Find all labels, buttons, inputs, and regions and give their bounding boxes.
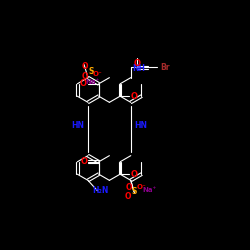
Text: O: O bbox=[80, 79, 87, 88]
Text: Br: Br bbox=[160, 63, 170, 72]
Text: H₂N: H₂N bbox=[92, 186, 109, 194]
Text: HN: HN bbox=[134, 122, 147, 130]
Text: O: O bbox=[81, 157, 88, 166]
Text: O: O bbox=[124, 192, 131, 201]
Text: Na⁺: Na⁺ bbox=[85, 79, 99, 85]
Text: O: O bbox=[134, 59, 141, 68]
Text: O: O bbox=[126, 183, 132, 192]
Text: O⁻: O⁻ bbox=[92, 71, 102, 77]
Text: NH: NH bbox=[132, 64, 145, 73]
Text: O: O bbox=[131, 170, 138, 179]
Text: S: S bbox=[132, 187, 137, 196]
Text: O: O bbox=[82, 62, 88, 71]
Text: Na⁺: Na⁺ bbox=[142, 187, 157, 193]
Text: O: O bbox=[131, 92, 138, 101]
Text: O⁻: O⁻ bbox=[137, 184, 146, 190]
Text: S: S bbox=[88, 67, 94, 76]
Text: O: O bbox=[82, 72, 88, 81]
Text: HN: HN bbox=[72, 122, 85, 130]
